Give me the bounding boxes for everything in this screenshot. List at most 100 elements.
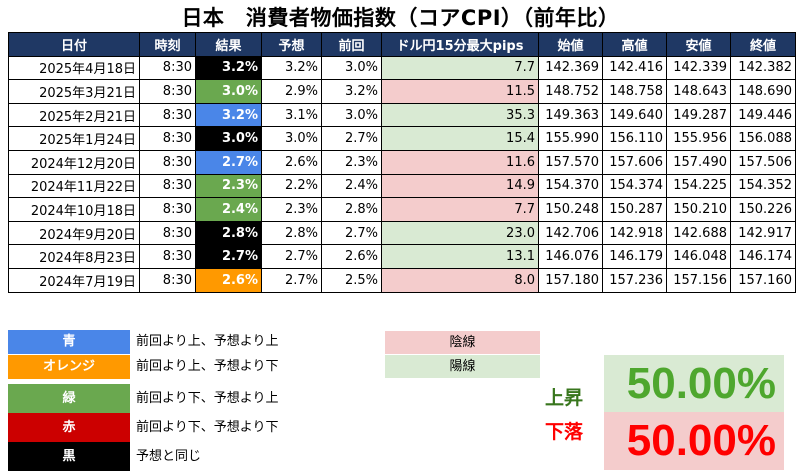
cell-time: 8:30 [139, 55, 196, 81]
cell-pips: 11.6 [381, 149, 539, 175]
header-high: 高値 [602, 32, 667, 57]
legend-row-blue: 青 前回より上、予想より上 [8, 330, 348, 354]
cell-low: 154.225 [666, 173, 731, 199]
cell-forecast: 2.3% [261, 197, 322, 222]
cell-close: 149.446 [730, 102, 796, 128]
cell-high: 154.374 [602, 173, 667, 199]
header-forecast: 予想 [261, 32, 322, 57]
cell-result: 2.8% [195, 220, 262, 246]
fall-percentage: 50.00% [604, 412, 784, 470]
cell-forecast: 3.0% [261, 126, 322, 151]
cell-open: 142.706 [538, 220, 603, 246]
cell-open: 142.369 [538, 55, 603, 81]
cell-pips: 8.0 [381, 267, 539, 293]
legend-text-orange: 前回より上、予想より下 [136, 359, 279, 374]
table-row: 2025年1月24日 8:30 3.0% 3.0% 2.7% 15.4 155.990 156… [8, 126, 796, 151]
table-header-row: 日付 時刻 結果 予想 前回 ドル円15分最大pips 始値 高値 安値 終値 [8, 32, 796, 57]
cell-result: 2.6% [195, 267, 262, 293]
cell-pips: 7.7 [381, 55, 539, 81]
cell-previous: 2.5% [321, 267, 382, 293]
cell-high: 148.758 [602, 79, 667, 104]
cell-date: 2025年1月24日 [8, 126, 140, 151]
cell-previous: 2.3% [321, 149, 382, 175]
cell-low: 142.688 [666, 220, 731, 246]
cell-result: 3.0% [195, 79, 262, 104]
rise-percentage: 50.00% [604, 355, 784, 413]
legend-text-black: 予想と同じ [136, 449, 202, 464]
cell-time: 8:30 [139, 244, 196, 269]
cell-result: 3.0% [195, 126, 262, 151]
cell-close: 157.506 [730, 149, 796, 175]
legend-swatch-blue: 青 [8, 330, 130, 354]
cell-pips: 14.9 [381, 173, 539, 199]
cell-high: 142.416 [602, 55, 667, 81]
cell-close: 148.690 [730, 79, 796, 104]
cell-date: 2025年2月21日 [8, 102, 140, 128]
header-low: 安値 [666, 32, 731, 57]
cell-result: 2.7% [195, 244, 262, 269]
legend-text-red: 前回より下、予想より下 [136, 420, 279, 435]
legend-row-green: 緑 前回より下、予想より上 [8, 384, 348, 413]
table-row: 2024年12月20日 8:30 2.7% 2.6% 2.3% 11.6 157.570 15… [8, 149, 796, 175]
cell-open: 157.570 [538, 149, 603, 175]
cell-open: 149.363 [538, 102, 603, 128]
table-row: 2025年2月21日 8:30 3.2% 3.1% 3.0% 35.3 149.363 149… [8, 102, 796, 128]
cell-date: 2024年10月18日 [8, 197, 140, 222]
cell-pips: 11.5 [381, 79, 539, 104]
cell-previous: 2.7% [321, 126, 382, 151]
cell-previous: 3.0% [321, 102, 382, 128]
cell-high: 142.918 [602, 220, 667, 246]
table-row: 2024年7月19日 8:30 2.6% 2.7% 2.5% 8.0 157.180 157.… [8, 267, 796, 293]
cell-pips: 15.4 [381, 126, 539, 151]
cell-close: 146.174 [730, 244, 796, 269]
cell-forecast: 3.1% [261, 102, 322, 128]
legend-text-green: 前回より下、予想より上 [136, 391, 279, 406]
cell-open: 148.752 [538, 79, 603, 104]
cell-high: 146.179 [602, 244, 667, 269]
cell-pips: 13.1 [381, 244, 539, 269]
cell-date: 2024年12月20日 [8, 149, 140, 175]
cell-forecast: 2.6% [261, 149, 322, 175]
cell-time: 8:30 [139, 267, 196, 293]
cell-high: 156.110 [602, 126, 667, 151]
cell-low: 149.287 [666, 102, 731, 128]
cell-forecast: 2.2% [261, 173, 322, 199]
legend-row-orange: オレンジ 前回より上、予想より下 [8, 355, 348, 379]
legend-swatch-black: 黒 [8, 442, 130, 471]
cell-result: 2.3% [195, 173, 262, 199]
table-row: 2025年4月18日 8:30 3.2% 3.2% 3.0% 7.7 142.369 142.… [8, 55, 796, 81]
indicator-table: 日付 時刻 結果 予想 前回 ドル円15分最大pips 始値 高値 安値 終値 … [8, 32, 796, 293]
table-row: 2025年3月21日 8:30 3.0% 2.9% 3.2% 11.5 148.752 148… [8, 79, 796, 104]
cell-forecast: 2.7% [261, 267, 322, 293]
cell-result: 3.2% [195, 102, 262, 128]
cell-open: 150.248 [538, 197, 603, 222]
header-close: 終値 [730, 32, 796, 57]
cell-result: 3.2% [195, 55, 262, 81]
cell-date: 2024年8月23日 [8, 244, 140, 269]
table-row: 2024年11月22日 8:30 2.3% 2.2% 2.4% 14.9 154.370 15… [8, 173, 796, 199]
legend-swatch-orange: オレンジ [8, 355, 130, 379]
cell-forecast: 3.2% [261, 55, 322, 81]
header-time: 時刻 [139, 32, 196, 57]
cell-open: 154.370 [538, 173, 603, 199]
cell-open: 155.990 [538, 126, 603, 151]
cell-date: 2025年3月21日 [8, 79, 140, 104]
header-date: 日付 [8, 32, 140, 57]
cell-previous: 2.4% [321, 173, 382, 199]
legend-swatch-red: 赤 [8, 413, 130, 442]
page-title: 日本 消費者物価指数（コアCPI）（前年比） [181, 6, 620, 30]
cell-date: 2024年9月20日 [8, 220, 140, 246]
cell-low: 142.339 [666, 55, 731, 81]
cell-pips: 35.3 [381, 102, 539, 128]
cell-low: 155.956 [666, 126, 731, 151]
cell-result: 2.4% [195, 197, 262, 222]
cell-close: 142.382 [730, 55, 796, 81]
cell-low: 150.210 [666, 197, 731, 222]
cell-time: 8:30 [139, 126, 196, 151]
header-previous: 前回 [321, 32, 382, 57]
cell-time: 8:30 [139, 220, 196, 246]
fall-label: 下落 [545, 421, 584, 443]
cell-pips: 7.7 [381, 197, 539, 222]
cell-close: 154.352 [730, 173, 796, 199]
cell-previous: 2.8% [321, 197, 382, 222]
